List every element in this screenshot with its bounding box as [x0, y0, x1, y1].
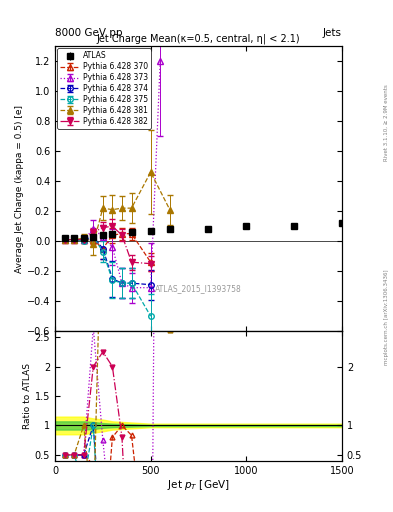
Text: Jets: Jets	[323, 28, 342, 38]
Text: Rivet 3.1.10, ≥ 2.9M events: Rivet 3.1.10, ≥ 2.9M events	[384, 84, 389, 161]
Text: mcplots.cern.ch [arXiv:1306.3436]: mcplots.cern.ch [arXiv:1306.3436]	[384, 270, 389, 365]
Text: 8000 GeV pp: 8000 GeV pp	[55, 28, 123, 38]
Y-axis label: Ratio to ATLAS: Ratio to ATLAS	[23, 363, 32, 429]
Y-axis label: Average Jet Charge (kappa = 0.5) [e]: Average Jet Charge (kappa = 0.5) [e]	[15, 104, 24, 272]
Text: ATLAS_2015_I1393758: ATLAS_2015_I1393758	[155, 284, 242, 293]
Legend: ATLAS, Pythia 6.428 370, Pythia 6.428 373, Pythia 6.428 374, Pythia 6.428 375, P: ATLAS, Pythia 6.428 370, Pythia 6.428 37…	[57, 48, 151, 129]
X-axis label: Jet $p_T$ [GeV]: Jet $p_T$ [GeV]	[167, 478, 230, 493]
Title: Jet Charge Mean(κ=0.5, central, η| < 2.1): Jet Charge Mean(κ=0.5, central, η| < 2.1…	[97, 34, 300, 45]
